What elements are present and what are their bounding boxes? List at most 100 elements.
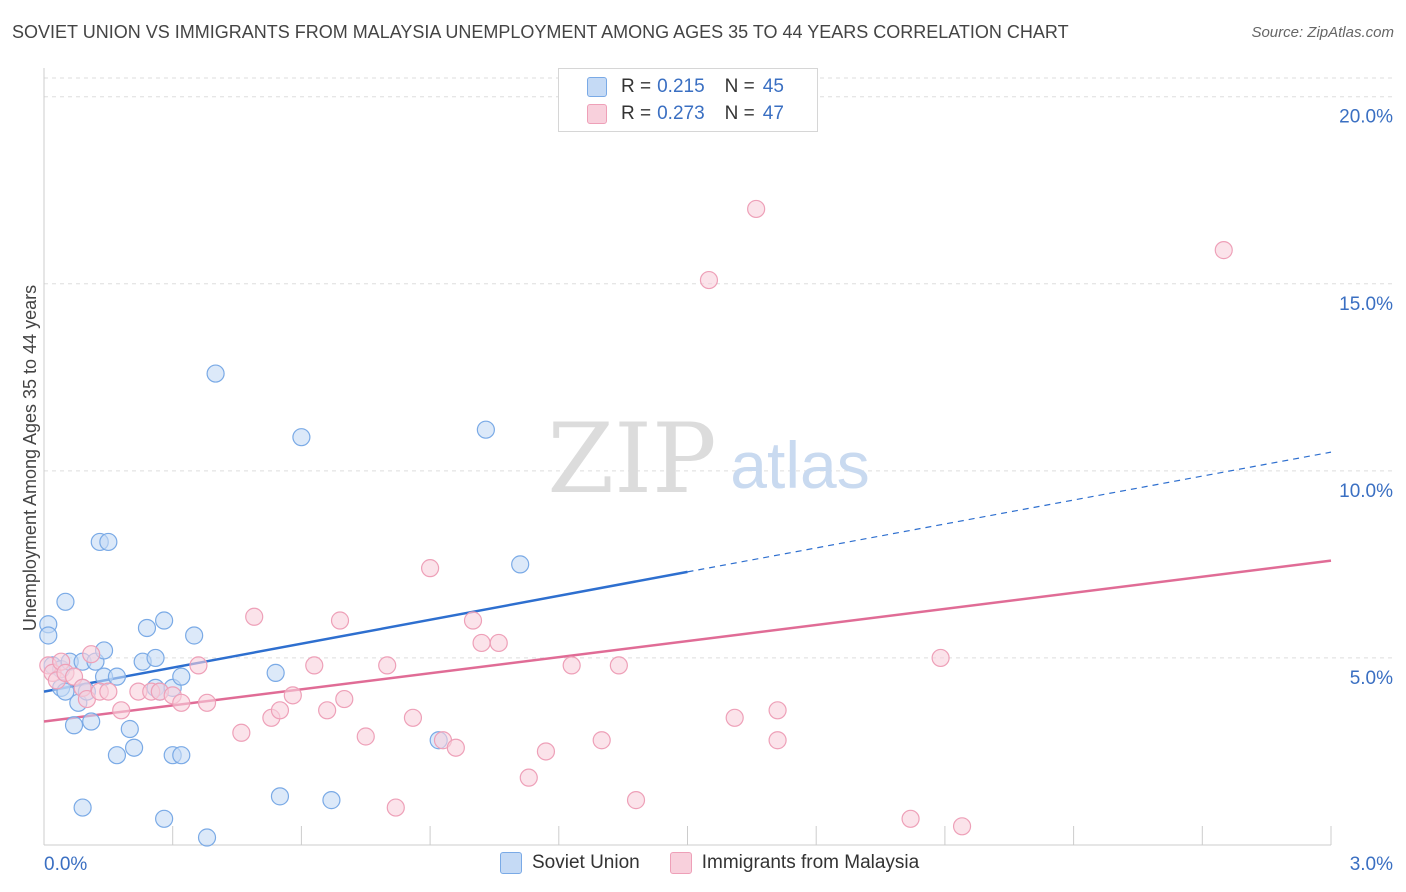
data-point: [283, 686, 302, 705]
data-point: [699, 270, 719, 290]
data-point: [107, 667, 127, 686]
data-point: [421, 559, 440, 578]
legend-row-malaysia: R = 0.273 N = 47: [587, 102, 784, 126]
bottom-legend-soviet[interactable]: Soviet Union: [500, 852, 640, 874]
data-point: [99, 682, 118, 701]
data-point: [626, 791, 646, 810]
trend-line-soviet: [43, 570, 688, 693]
legend-row-soviet: R = 0.215 N = 45: [587, 75, 784, 99]
trend-line-malaysia: [43, 559, 1332, 723]
legend-n-value: 45: [762, 76, 784, 97]
tick-labels: 0.0% 3.0% 5.0% 10.0% 15.0% 20.0%: [44, 107, 1393, 875]
data-point: [107, 746, 127, 765]
data-point: [463, 611, 483, 630]
x-tick-label: 0.0%: [44, 854, 87, 875]
data-point: [270, 701, 290, 720]
data-point: [266, 663, 285, 682]
watermark-zip: ZIP: [547, 403, 716, 515]
data-point: [747, 199, 766, 219]
data-point: [172, 667, 191, 686]
data-point: [39, 626, 58, 645]
data-point: [124, 738, 144, 757]
data-point: [519, 768, 538, 787]
data-point: [592, 731, 611, 750]
data-point: [120, 719, 139, 739]
data-point: [1214, 241, 1233, 260]
legend-r-value: 0.215: [657, 76, 705, 97]
legend-swatch-malaysia: [587, 104, 607, 124]
data-point: [56, 592, 75, 611]
legend-r-label: R =: [621, 76, 652, 97]
data-points: [39, 199, 1233, 847]
data-point: [137, 618, 157, 638]
legend-n-label: N =: [724, 76, 755, 97]
data-point: [305, 656, 324, 675]
data-point: [335, 689, 354, 709]
trend-lines: [43, 451, 1332, 723]
data-point: [322, 791, 341, 810]
data-point: [931, 648, 950, 668]
data-point: [386, 798, 405, 817]
data-point: [99, 532, 118, 552]
data-point: [768, 701, 787, 720]
data-point: [146, 648, 165, 668]
data-point: [952, 817, 972, 836]
legend: R = 0.215 N = 45 R = 0.273 N = 47: [558, 68, 818, 132]
legend-n-value: 47: [762, 103, 784, 124]
data-point: [82, 712, 101, 731]
legend-n-label: N =: [724, 103, 755, 124]
data-point: [82, 645, 101, 664]
data-point: [330, 611, 350, 630]
data-point: [768, 731, 787, 750]
y-tick-label: 10.0%: [1339, 481, 1393, 502]
data-point: [73, 798, 92, 817]
data-point: [197, 828, 217, 847]
y-axis-label: Unemployment Among Ages 35 to 44 years: [20, 285, 40, 631]
data-point: [725, 708, 744, 727]
data-point: [356, 727, 375, 746]
data-point: [292, 428, 311, 447]
data-point: [511, 555, 530, 574]
legend-swatch-soviet: [587, 77, 607, 97]
legend-r-value: 0.273: [657, 103, 705, 124]
data-point: [378, 656, 397, 675]
chart-source: Source: ZipAtlas.com: [1251, 24, 1394, 41]
data-point: [155, 611, 174, 630]
watermark-atlas: atlas: [730, 428, 869, 502]
data-point: [403, 708, 423, 727]
bottom-legend-label-malaysia: Immigrants from Malaysia: [701, 852, 920, 873]
data-point: [206, 364, 225, 383]
watermark: ZIP atlas: [547, 403, 869, 515]
bottom-legend: Soviet Union Immigrants from Malaysia: [500, 852, 949, 874]
data-point: [446, 738, 465, 757]
data-point: [901, 809, 920, 828]
data-point: [270, 787, 290, 806]
grid-lines: [44, 77, 1392, 659]
data-point: [245, 607, 264, 626]
data-point: [536, 742, 556, 761]
x-tick-label: 3.0%: [1350, 854, 1393, 875]
data-point: [172, 746, 191, 765]
data-point: [318, 701, 337, 720]
data-point: [476, 420, 495, 439]
bottom-legend-swatch-malaysia: [669, 852, 692, 874]
data-point: [489, 633, 508, 653]
data-point: [609, 656, 628, 675]
bottom-legend-label-soviet: Soviet Union: [532, 852, 640, 873]
data-point: [189, 656, 208, 675]
y-tick-label: 20.0%: [1339, 107, 1393, 128]
data-point: [64, 716, 84, 735]
bottom-legend-malaysia[interactable]: Immigrants from Malaysia: [669, 852, 920, 874]
data-point: [112, 701, 131, 720]
y-tick-label: 5.0%: [1350, 668, 1393, 689]
data-point: [562, 656, 581, 675]
data-point: [472, 633, 491, 653]
y-tick-label: 15.0%: [1339, 294, 1393, 315]
data-point: [185, 626, 204, 645]
bottom-legend-swatch-soviet: [500, 852, 522, 874]
legend-r-label: R =: [621, 103, 652, 124]
data-point: [197, 693, 217, 712]
data-point: [232, 723, 251, 742]
chart-title: SOVIET UNION VS IMMIGRANTS FROM MALAYSIA…: [12, 22, 1069, 42]
